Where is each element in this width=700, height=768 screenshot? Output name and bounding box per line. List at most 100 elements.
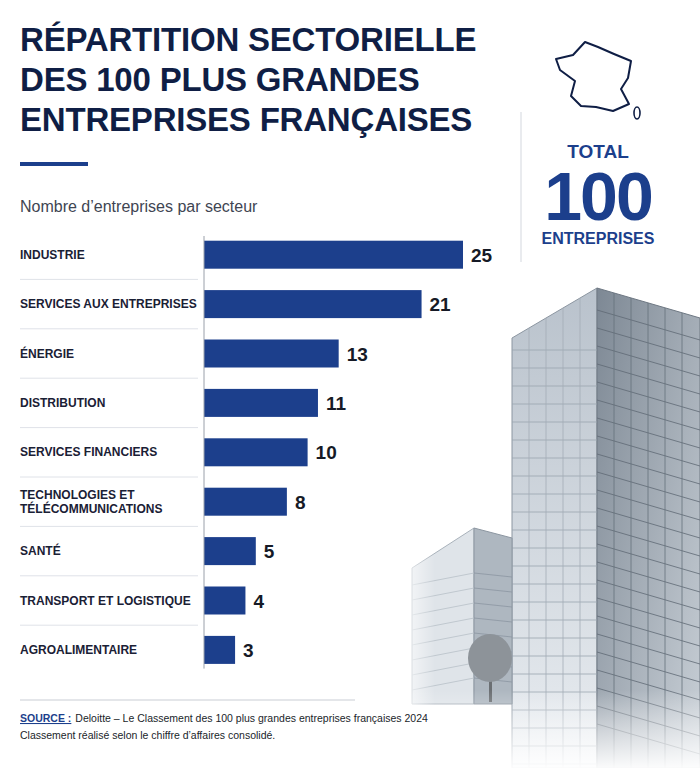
window-line	[597, 652, 700, 682]
window-line	[597, 382, 700, 412]
total-annotation: 100	[544, 158, 652, 234]
corsica-icon	[634, 107, 640, 119]
row-separator	[20, 378, 198, 379]
category-line: AGROALIMENTAIRE	[20, 643, 137, 657]
bar	[204, 438, 308, 466]
footer-rule	[20, 700, 355, 701]
source-text: Deloitte – Le Classement des 100 plus gr…	[75, 712, 428, 724]
window-line	[597, 364, 700, 394]
bars	[204, 241, 463, 664]
category-line: TECHNOLOGIES ET	[20, 488, 135, 502]
axis-line	[204, 236, 205, 669]
window-line	[474, 588, 512, 592]
window-line	[597, 562, 700, 592]
window-line	[597, 598, 700, 628]
total-annotation: ENTREPRISES	[542, 230, 655, 247]
window-line	[597, 634, 700, 664]
category-line: SERVICES FINANCIERS	[20, 445, 157, 459]
window-line	[597, 616, 700, 646]
title: RÉPARTITION SECTORIELLE DES 100 PLUS GRA…	[20, 20, 515, 140]
category-line: SERVICES AUX ENTREPRISES	[20, 297, 197, 311]
category-line: ÉNERGIE	[20, 346, 74, 361]
row-separator	[20, 279, 198, 280]
category-label: TRANSPORT ET LOGISTIQUE	[20, 594, 191, 608]
data-label: 11	[326, 393, 347, 414]
data-label: 8	[295, 492, 306, 513]
category-line: DISTRIBUTION	[20, 396, 105, 410]
window-line	[597, 454, 700, 484]
data-label: 3	[243, 640, 254, 661]
window-line	[597, 580, 700, 610]
row-separator	[20, 625, 198, 626]
window-line	[512, 422, 597, 423]
window-line	[512, 620, 597, 621]
window-line	[512, 458, 597, 459]
window-line	[512, 512, 597, 513]
window-line	[512, 584, 597, 585]
bar	[204, 537, 256, 565]
category-label: ÉNERGIE	[20, 346, 74, 361]
category-label: SERVICES AUX ENTREPRISES	[20, 297, 197, 311]
category-line: SANTÉ	[20, 543, 61, 558]
window-line	[597, 346, 700, 376]
tree-crown	[468, 634, 512, 682]
window-line	[512, 494, 597, 495]
window-line	[597, 544, 700, 574]
window-line	[474, 573, 512, 577]
france-icon	[556, 42, 631, 111]
data-label: 4	[253, 591, 264, 612]
window-line	[597, 418, 700, 448]
bar	[204, 290, 422, 318]
window-line	[597, 472, 700, 502]
bar	[204, 587, 245, 615]
window-line	[597, 436, 700, 466]
bar	[204, 340, 339, 368]
window-line	[512, 638, 597, 639]
window-line	[597, 526, 700, 556]
category-line: TÉLÉCOMMUNICATIONS	[20, 501, 162, 516]
window-line	[474, 603, 512, 607]
window-line	[512, 440, 597, 441]
data-label: 10	[316, 442, 337, 463]
bar	[204, 636, 235, 664]
row-separator	[20, 526, 198, 527]
window-line	[512, 656, 597, 657]
row-separator	[20, 575, 198, 576]
page: {"chart_data": {"type": "bar", "orientat…	[0, 0, 700, 768]
chart: TOTAL100ENTREPRISESNombre d’entreprises …	[0, 0, 700, 768]
building-illustration	[395, 288, 700, 768]
data-label: 21	[430, 294, 452, 315]
fade	[395, 690, 700, 768]
bar	[204, 389, 318, 417]
window-line	[512, 566, 597, 567]
row-separator	[20, 477, 198, 478]
accent-rule	[20, 162, 88, 166]
category-label: SERVICES FINANCIERS	[20, 445, 157, 459]
window-line	[512, 350, 597, 351]
category-label: SANTÉ	[20, 543, 61, 558]
labels: 25 INDUSTRIE 21 SERVICES AUX ENTREPRISES 13 É…	[20, 245, 493, 661]
data-label: 5	[264, 541, 275, 562]
window-line	[512, 404, 597, 405]
category-line: TRANSPORT ET LOGISTIQUE	[20, 594, 191, 608]
category-label: TECHNOLOGIES ETTÉLÉCOMMUNICATIONS	[20, 488, 162, 516]
window-line	[512, 674, 597, 675]
category-label: AGROALIMENTAIRE	[20, 643, 137, 657]
bar	[204, 488, 287, 516]
window-line	[597, 310, 700, 340]
window-line	[512, 476, 597, 477]
data-label: 13	[347, 344, 368, 365]
window-line	[597, 490, 700, 520]
category-label: INDUSTRIE	[20, 248, 85, 262]
row-separator	[20, 427, 198, 428]
data-label: 25	[471, 245, 493, 266]
window-line	[512, 548, 597, 549]
window-line	[512, 368, 597, 369]
source-note: Classement réalisé selon le chiffre d’af…	[20, 729, 275, 741]
source-label: SOURCE :	[20, 712, 71, 724]
category-line: INDUSTRIE	[20, 248, 85, 262]
divider	[521, 112, 522, 262]
window-line	[597, 400, 700, 430]
bar	[204, 241, 463, 269]
window-line	[512, 386, 597, 387]
